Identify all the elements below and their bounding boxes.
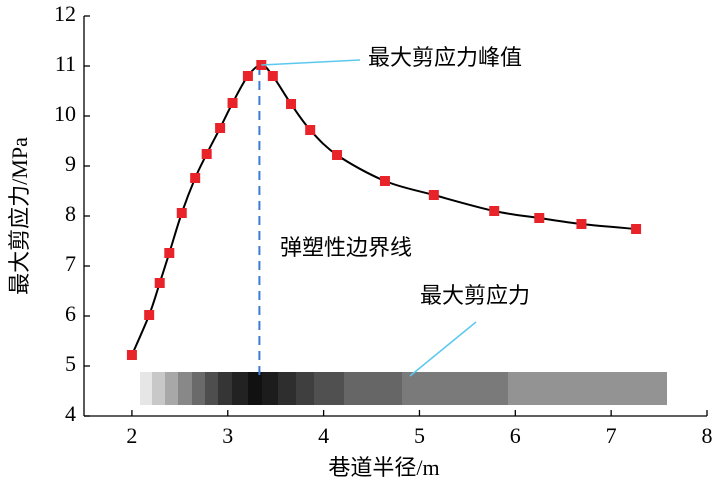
marker [576,219,587,229]
curve [131,63,637,356]
marker [176,208,187,218]
y-tick-label: 7 [65,251,76,276]
bar-label: 最大剪应力 [420,283,530,308]
x-tick-label: 8 [702,423,713,448]
marker [631,224,642,234]
marker [154,278,165,288]
bar-leader [409,321,477,377]
y-tick-label: 9 [65,151,76,176]
x-tick-label: 3 [222,423,233,448]
y-tick-label: 8 [65,201,76,226]
marker [379,176,390,186]
marker [534,213,545,223]
y-tick-label: 10 [54,101,76,126]
x-tick-label: 6 [510,423,521,448]
marker [242,71,253,81]
y-tick-label: 12 [54,1,76,26]
peak-label: 最大剪应力峰值 [368,45,522,70]
y-tick-label: 5 [65,351,76,376]
boundary-label: 弹塑性边界线 [280,235,412,260]
marker [428,190,439,200]
marker [215,123,226,133]
x-tick-label: 7 [606,423,617,448]
marker [201,149,212,159]
marker [227,98,238,108]
peak-leader [261,59,361,66]
x-axis-label: 巷道半径/m [328,455,439,480]
marker [164,248,175,258]
marker [305,125,316,135]
marker [190,173,201,183]
stress-gradient-bar [140,372,667,405]
x-tick-label: 4 [318,423,329,448]
x-tick-label: 2 [126,423,137,448]
y-axis-label: 最大剪应力/MPa [7,137,32,295]
marker [267,71,278,81]
y-tick-label: 6 [65,301,76,326]
y-tick-label: 11 [55,51,76,76]
marker [126,350,137,360]
marker [332,150,343,160]
x-tick-label: 5 [414,423,425,448]
marker [286,99,297,109]
y-tick-label: 4 [65,401,76,426]
marker [489,206,500,216]
marker [144,310,155,320]
